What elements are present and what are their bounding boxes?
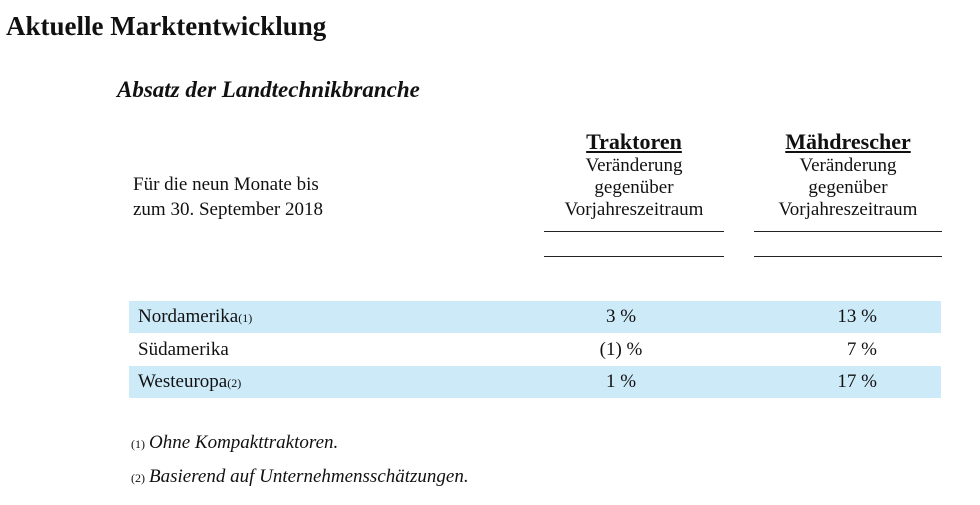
table-row: Nordamerika(1) 3 % 13 % — [129, 301, 941, 333]
section-title: Absatz der Landtechnikbranche — [117, 77, 420, 102]
maehdrescher-value: 7 % — [846, 339, 877, 360]
footnote-text: Basierend auf Unternehmensschätzungen. — [149, 466, 469, 487]
column-description: Veränderung gegenüber Vorjahreszeitraum — [564, 155, 704, 220]
traktoren-value: 1 % — [605, 371, 637, 392]
region-cell: Westeuropa(2) — [138, 371, 241, 393]
column-name: Mähdrescher — [785, 129, 911, 154]
footnote: (1) Ohne Kompakttraktoren. — [131, 432, 338, 454]
column-underline — [754, 231, 942, 232]
traktoren-value: (1) % — [599, 339, 643, 360]
footnote-mark: (2) — [131, 471, 145, 485]
region-name: Nordamerika — [138, 306, 239, 327]
traktoren-value: 3 % — [605, 306, 637, 327]
column-rule — [544, 256, 724, 257]
footnote-mark: (1) — [131, 437, 145, 451]
column-underline — [544, 231, 724, 232]
period-label: Für die neun Monate bis zum 30. Septembe… — [133, 174, 323, 220]
region-name: Westeuropa — [138, 371, 228, 392]
maehdrescher-value: 17 % — [837, 371, 877, 392]
region-cell: Südamerika — [138, 339, 229, 361]
column-name: Traktoren — [586, 129, 682, 154]
column-rule — [754, 256, 942, 257]
column-header-maehdrescher: Mähdrescher Veränderung gegenüber Vorjah… — [754, 129, 942, 221]
footnote: (2) Basierend auf Unternehmensschätzungen… — [131, 466, 469, 488]
table-row: Südamerika (1) % 7 % — [129, 334, 941, 366]
footnote-ref: (1) — [238, 311, 253, 325]
table-row: Westeuropa(2) 1 % 17 % — [129, 366, 941, 398]
maehdrescher-value: 13 % — [837, 306, 877, 327]
footnote-text: Ohne Kompakttraktoren. — [149, 432, 339, 453]
column-description: Veränderung gegenüber Vorjahreszeitraum — [778, 155, 918, 220]
region-cell: Nordamerika(1) — [138, 306, 252, 328]
footnote-ref: (2) — [227, 376, 242, 390]
region-name: Südamerika — [138, 339, 229, 360]
column-header-traktoren: Traktoren Veränderung gegenüber Vorjahre… — [544, 129, 724, 221]
page-title: Aktuelle Marktentwicklung — [6, 11, 327, 41]
